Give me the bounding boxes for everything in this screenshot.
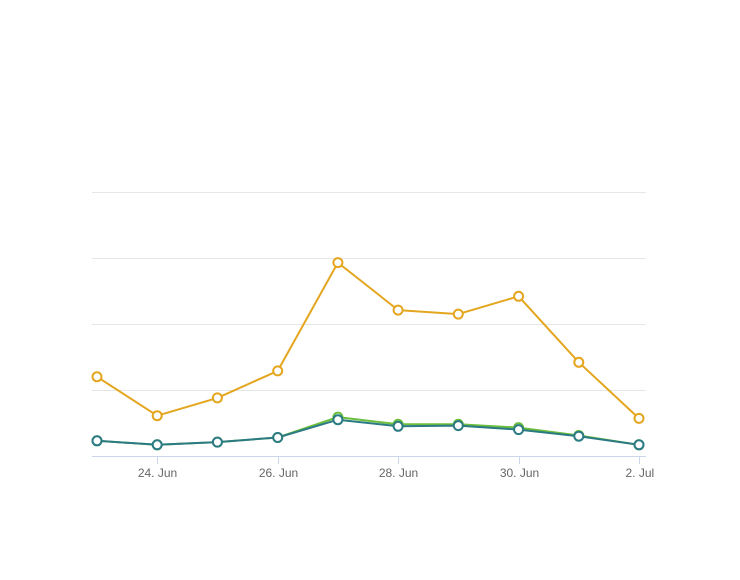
data-point[interactable] (211, 392, 223, 404)
data-point[interactable] (452, 308, 464, 320)
x-tick-label: 26. Jun (259, 466, 298, 480)
data-point[interactable] (211, 436, 223, 448)
x-tick-label: 30. Jun (500, 466, 539, 480)
data-point[interactable] (91, 371, 103, 383)
x-tick-label: 24. Jun (138, 466, 177, 480)
data-point[interactable] (151, 439, 163, 451)
series-line (96, 418, 640, 446)
data-point[interactable] (633, 412, 645, 424)
x-axis: 24. Jun 26. Jun 28. Jun 30. Jun 2. Jul (92, 456, 654, 480)
data-point[interactable] (513, 290, 525, 302)
data-point[interactable] (332, 257, 344, 269)
data-point[interactable] (392, 420, 404, 432)
data-point[interactable] (272, 432, 284, 443)
series-layer (91, 257, 645, 451)
data-point[interactable] (573, 430, 585, 442)
data-point[interactable] (452, 420, 464, 432)
data-point[interactable] (513, 424, 525, 436)
grid-layer (92, 192, 646, 391)
series-1 (91, 257, 645, 424)
data-point[interactable] (151, 410, 163, 422)
data-point[interactable] (633, 439, 645, 451)
series-line (96, 416, 640, 446)
data-point[interactable] (392, 304, 404, 316)
series-3 (91, 414, 645, 451)
data-point[interactable] (272, 365, 284, 377)
x-tick-label: 2. Jul (626, 466, 655, 480)
x-tick-label: 28. Jun (379, 466, 418, 480)
data-point[interactable] (573, 356, 585, 368)
data-point[interactable] (332, 414, 344, 426)
series-line (96, 261, 640, 420)
data-point[interactable] (91, 435, 103, 447)
